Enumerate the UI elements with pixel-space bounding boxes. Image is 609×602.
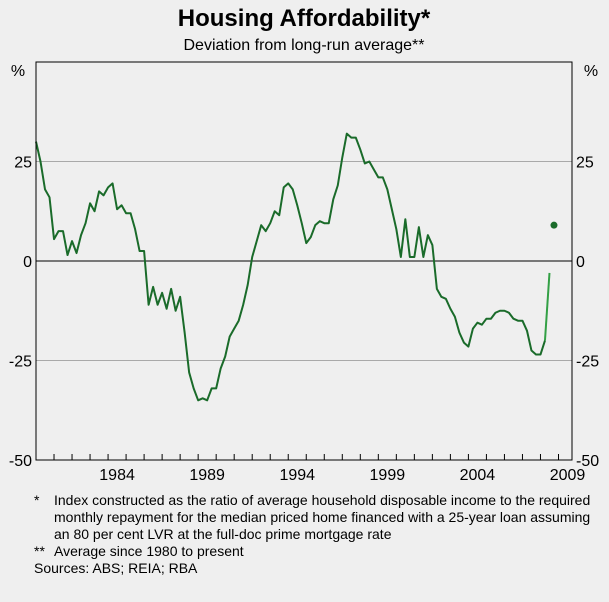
note-text: Index constructed as the ratio of averag… [54, 492, 591, 542]
chart-notes: * Index constructed as the ratio of aver… [34, 492, 594, 577]
gridlines [36, 161, 572, 361]
plot-frame [35, 61, 573, 461]
y-axis-unit-left: % [11, 63, 25, 80]
x-tick-label: 2009 [550, 467, 586, 484]
y-tick-label-left: -25 [9, 354, 32, 371]
note-marker: ** [34, 543, 45, 559]
y-tick-label-right: 0 [576, 254, 585, 271]
latest-estimate-line [543, 272, 551, 341]
axes: -50 -50 -25 -25 0 0 25 25 1984 1989 1994 1999 2004 20… [9, 155, 599, 485]
estimate-marker-dot [550, 221, 558, 229]
y-tick-label-right: -25 [576, 354, 599, 371]
note-income-ratio: * Index constructed as the ratio of aver… [34, 492, 594, 543]
y-tick-label-right: 25 [576, 155, 594, 172]
y-tick-label-left: -50 [9, 453, 32, 470]
x-tick-label: 1994 [279, 467, 315, 484]
housing-affordability-chart: Housing Affordability* Deviation from lo… [9, 5, 599, 485]
note-average: ** Average since 1980 to present [34, 543, 594, 560]
x-tick-label: 2004 [460, 467, 496, 484]
x-tick-label: 1989 [189, 467, 225, 484]
note-text: Average since 1980 to present [54, 543, 244, 559]
y-axis-unit-right: % [584, 63, 598, 80]
y-tick-label-left: 25 [14, 155, 32, 172]
affordability-series-line [35, 132, 546, 402]
note-marker: * [34, 492, 40, 508]
y-tick-label-left: 0 [23, 254, 32, 271]
chart-title: Housing Affordability* [178, 5, 431, 32]
x-tick-label: 1984 [99, 467, 135, 484]
chart-subtitle: Deviation from long-run average** [183, 37, 424, 54]
x-tick-label: 1999 [370, 467, 406, 484]
y-tick-label-right: -50 [576, 453, 599, 470]
series-lines [35, 132, 558, 402]
sources: Sources: ABS; REIA; RBA [34, 560, 198, 576]
